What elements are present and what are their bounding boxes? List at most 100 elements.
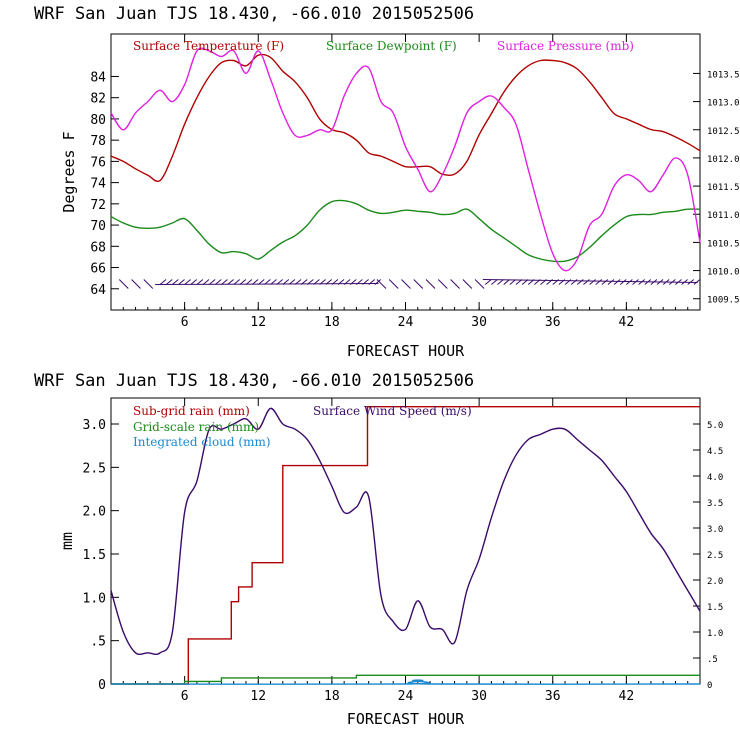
y-tick-label: 2.5 xyxy=(83,461,106,476)
x-tick-label: 18 xyxy=(324,689,340,704)
wind-barb xyxy=(159,279,167,285)
wind-barb xyxy=(540,279,547,285)
wind-barb xyxy=(239,279,247,285)
y2-tick-label: .5 xyxy=(707,655,718,665)
y2-tick-label: 1010.0 xyxy=(707,268,740,278)
wind-barb xyxy=(576,279,584,285)
wind-barb xyxy=(349,279,357,285)
wind-barb xyxy=(675,279,682,285)
y2-tick-label: 1011.0 xyxy=(707,211,740,221)
series-line-surface-wind-speed-m-s xyxy=(110,407,701,656)
series-line-sub-grid-rain-mm xyxy=(111,406,700,685)
wind-barb xyxy=(270,279,277,285)
x-tick-label: 24 xyxy=(398,689,414,704)
chart-title: WRF San Juan TJS 18.430, -66.010 2015052… xyxy=(34,4,474,24)
wind-barb-shaft xyxy=(482,279,698,284)
wind-barb xyxy=(497,279,504,285)
x-tick-label: 6 xyxy=(181,689,189,704)
wind-barb xyxy=(437,279,448,289)
wind-barb xyxy=(521,279,529,285)
wind-barb xyxy=(401,279,411,289)
y2-tick-label: 1011.5 xyxy=(707,183,740,193)
wind-barb xyxy=(564,279,572,285)
y2-tick-label: 1010.5 xyxy=(707,239,740,249)
y-tick-label: 68 xyxy=(90,240,106,255)
wind-barb xyxy=(257,279,265,285)
wind-barb xyxy=(276,279,283,285)
wind-barb xyxy=(509,279,517,285)
y-tick-label: 80 xyxy=(90,113,106,128)
y2-tick-label: 5.0 xyxy=(707,421,723,431)
wind-barb xyxy=(484,279,492,285)
wind-barb xyxy=(331,279,339,285)
y-axis-label: Degrees F xyxy=(60,131,78,212)
plot-frame xyxy=(110,33,701,311)
wind-barb xyxy=(376,279,387,289)
wind-barb xyxy=(607,279,615,285)
wind-barb xyxy=(368,279,376,285)
wind-barb xyxy=(681,279,688,285)
x-tick-label: 6 xyxy=(181,315,189,330)
x-tick-label: 12 xyxy=(250,315,266,330)
wind-barb xyxy=(131,279,141,289)
wind-barb xyxy=(118,279,129,289)
y2-tick-label: 0 xyxy=(707,681,712,691)
wind-barb xyxy=(687,279,695,285)
wind-barb xyxy=(662,279,670,285)
wind-barb xyxy=(534,279,541,285)
y2-tick-label: 2.5 xyxy=(707,551,723,561)
x-tick-label: 36 xyxy=(545,315,561,330)
series-line-surface-dewpoint-f xyxy=(110,199,701,263)
wind-barb xyxy=(644,279,652,285)
wind-barb xyxy=(202,279,210,285)
y2-tick-label: 1012.0 xyxy=(707,155,740,165)
series-line-grid-scale-rain-mm xyxy=(111,674,700,685)
y2-tick-label: 4.5 xyxy=(707,447,723,457)
wind-barb xyxy=(589,279,596,285)
y2-tick-label: 3.5 xyxy=(707,499,723,509)
series-line-surface-temperature-f xyxy=(110,53,701,182)
y2-tick-label: 4.0 xyxy=(707,473,723,483)
wind-barb xyxy=(632,279,639,285)
wind-barb xyxy=(462,279,473,289)
wind-barb xyxy=(374,279,382,285)
series-line-surface-pressure-mb xyxy=(110,47,701,272)
y-tick-label: 82 xyxy=(90,92,106,107)
series-line-integrated-cloud-mm xyxy=(110,679,701,685)
y2-tick-label: 1013.0 xyxy=(707,99,740,109)
wind-barb xyxy=(413,279,424,289)
y-tick-label: 70 xyxy=(90,219,106,234)
wind-barb xyxy=(450,279,460,289)
wind-barb-shaft xyxy=(155,283,379,286)
wind-barb xyxy=(613,279,621,285)
x-tick-label: 42 xyxy=(619,315,635,330)
wind-barb xyxy=(221,279,228,285)
wind-barb xyxy=(233,279,241,285)
wind-barb xyxy=(527,279,535,285)
wind-barb xyxy=(491,279,498,285)
x-tick-label: 36 xyxy=(545,689,561,704)
legend-entry: Integrated cloud (mm) xyxy=(133,435,271,449)
wind-barb xyxy=(214,279,222,285)
wind-barb xyxy=(619,279,627,285)
wind-barb xyxy=(356,279,363,285)
y-tick-label: 66 xyxy=(90,262,106,277)
x-axis-label: FORECAST HOUR xyxy=(347,710,465,728)
wind-barb xyxy=(264,279,271,285)
wind-barb xyxy=(313,279,320,285)
wind-barb xyxy=(294,279,302,285)
y-tick-label: 84 xyxy=(90,70,106,85)
wind-barb xyxy=(650,279,658,285)
wind-barb xyxy=(425,279,436,289)
wind-barb xyxy=(343,279,351,285)
wind-barb xyxy=(337,279,345,285)
wind-barb xyxy=(638,279,645,285)
wind-barb xyxy=(388,279,399,289)
y2-tick-label: 1.5 xyxy=(707,603,723,613)
y-tick-label: 2.0 xyxy=(83,505,106,520)
wind-barb xyxy=(626,279,633,285)
wind-barb xyxy=(558,279,566,285)
y-tick-label: .5 xyxy=(90,635,106,650)
wind-barb xyxy=(570,279,578,285)
